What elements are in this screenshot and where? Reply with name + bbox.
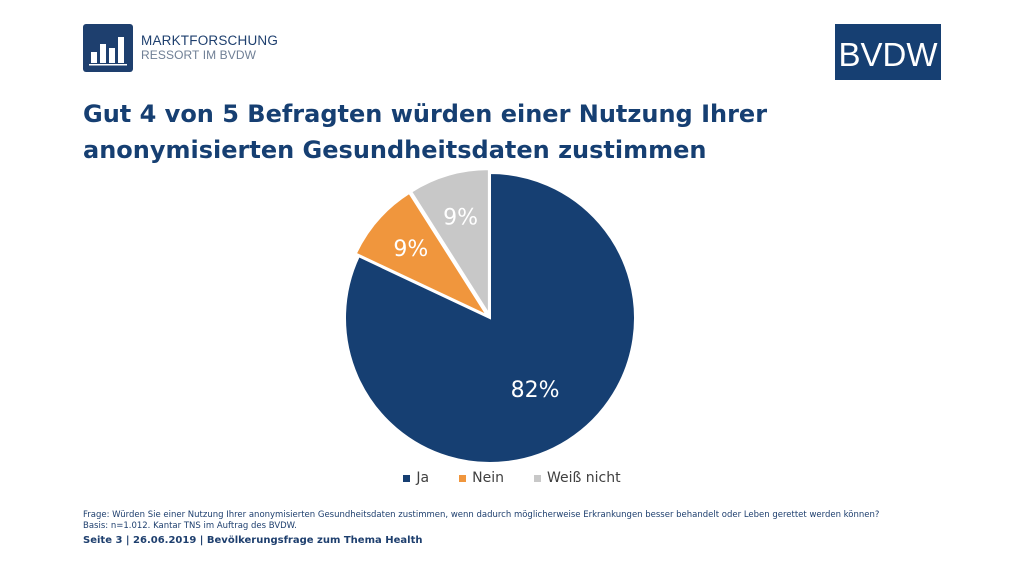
- data-label-weiss-nicht: 9%: [443, 206, 478, 231]
- legend-item-weiss-nicht: Weiß nicht: [533, 470, 621, 486]
- page-footer: Seite 3 | 26.06.2019 | Bevölkerungsfrage…: [83, 535, 423, 546]
- footnote-question: Frage: Würden Sie einer Nutzung Ihrer an…: [83, 510, 880, 520]
- logo-text-line2: RESSORT IM BVDW: [141, 48, 257, 62]
- legend-label-ja: Ja: [416, 470, 430, 486]
- title-line-1: Gut 4 von 5 Befragten würden einer Nutzu…: [83, 100, 768, 128]
- legend-swatch-ja: [403, 474, 411, 482]
- pie-slice-weiss-nicht: [409, 168, 490, 318]
- legend-item-nein: Nein: [459, 470, 504, 486]
- pie-slice-ja: [344, 171, 636, 464]
- marktforschung-logo: MARKTFORSCHUNG RESSORT IM BVDW: [83, 24, 278, 72]
- data-label-nein: 9%: [393, 237, 428, 262]
- bar-chart-logo-icon: [83, 24, 133, 72]
- pie-slice-nein: [354, 191, 490, 318]
- legend-item-ja: Ja: [403, 470, 429, 486]
- data-label-ja: 82%: [511, 378, 560, 403]
- page-title: Gut 4 von 5 Befragten würden einer Nutzu…: [83, 96, 943, 168]
- legend-swatch-nein: [459, 474, 467, 482]
- footnote: Frage: Würden Sie einer Nutzung Ihrer an…: [83, 510, 963, 532]
- title-line-2: anonymisierten Gesundheitsdaten zustimme…: [83, 136, 707, 164]
- legend-label-nein: Nein: [472, 470, 504, 486]
- legend-label-weiss-nicht: Weiß nicht: [546, 470, 621, 486]
- chart-legend: Ja Nein Weiß nicht: [0, 470, 1024, 486]
- footnote-basis: Basis: n=1.012. Kantar TNS im Auftrag de…: [83, 521, 297, 531]
- bvdw-logo: BVDW: [835, 24, 941, 80]
- legend-swatch-weiss-nicht: [533, 474, 541, 482]
- logo-text-line1: MARKTFORSCHUNG: [141, 33, 279, 48]
